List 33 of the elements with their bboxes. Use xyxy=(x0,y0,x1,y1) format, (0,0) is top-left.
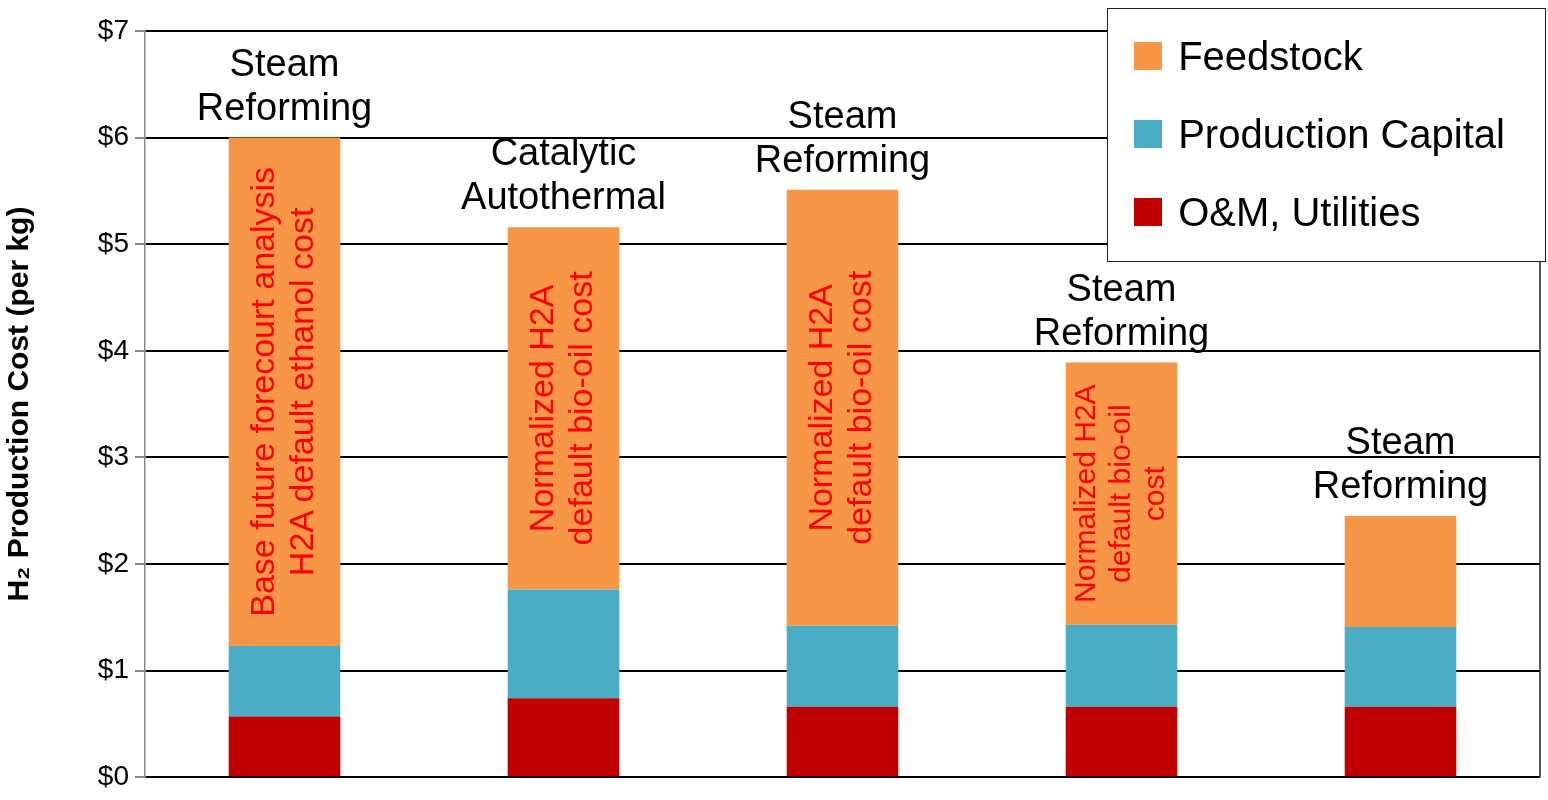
legend-label: O&M, Utilities xyxy=(1178,189,1421,235)
y-tick-label: $0 xyxy=(97,759,129,791)
legend-label: Feedstock xyxy=(1178,33,1363,79)
x-tick-label: Steam Reforming xyxy=(1312,420,1489,507)
y-tick-label: $5 xyxy=(97,226,129,258)
bar xyxy=(507,589,620,699)
x-tick-label: Catalytic Autothermal xyxy=(461,131,666,218)
y-tick-label: $6 xyxy=(97,120,129,152)
y-tick-label: $4 xyxy=(97,333,129,365)
bar xyxy=(1065,706,1178,777)
annotation: Normalized H2A default bio-oil cost xyxy=(801,270,879,545)
annotation: Base future forecourt analysis H2A default ethanol cost xyxy=(243,166,321,617)
bar xyxy=(786,189,899,626)
y-tick-label: $2 xyxy=(97,546,129,578)
x-tick-label: Steam Reforming xyxy=(196,41,373,128)
bar xyxy=(786,706,899,777)
y-tick-label: $1 xyxy=(97,653,129,685)
y-tick-label: $7 xyxy=(97,13,129,45)
x-tick-label: Steam Reforming xyxy=(1033,266,1210,353)
bar xyxy=(507,698,620,777)
annotation: Normalized H2A default bio-oil cost xyxy=(1068,384,1171,603)
bar xyxy=(228,716,341,777)
y-tick-label: $3 xyxy=(97,440,129,472)
bar xyxy=(1344,706,1457,777)
bar xyxy=(1344,626,1457,707)
bar xyxy=(1344,516,1457,627)
bar xyxy=(1065,624,1178,707)
legend-label: Production Capital xyxy=(1178,111,1505,157)
y-axis-title: H₂ Production Cost (per kg) xyxy=(1,206,35,602)
bar xyxy=(786,625,899,707)
x-tick-label: Steam Reforming xyxy=(754,93,931,180)
bar xyxy=(228,646,341,717)
annotation: Normalized H2A default bio-oil cost xyxy=(522,270,600,546)
